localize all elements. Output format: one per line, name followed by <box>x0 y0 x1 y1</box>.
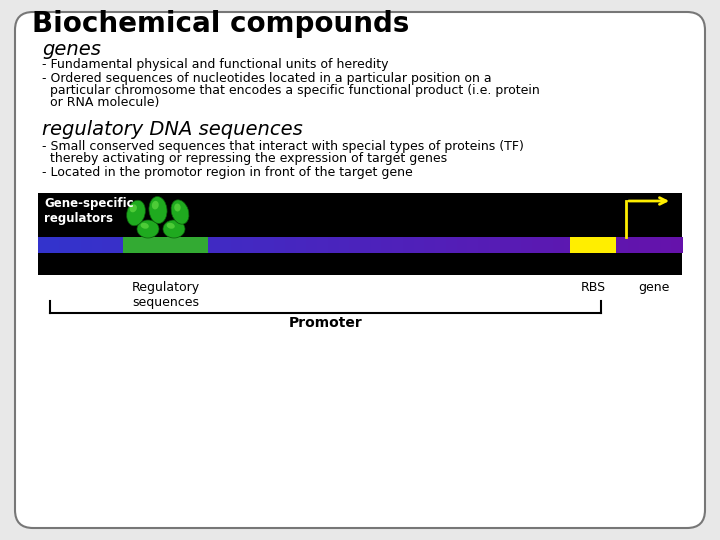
Ellipse shape <box>166 223 175 229</box>
Bar <box>596 237 608 253</box>
Bar <box>392 237 404 253</box>
Bar <box>338 237 350 253</box>
Ellipse shape <box>174 204 181 212</box>
Bar <box>145 237 157 253</box>
Bar <box>274 237 286 253</box>
Bar <box>231 237 243 253</box>
Bar <box>639 237 651 253</box>
Bar <box>467 237 479 253</box>
Bar <box>575 237 586 253</box>
Text: gene: gene <box>639 281 670 294</box>
Text: particular chromosome that encodes a specific functional product (i.e. protein: particular chromosome that encodes a spe… <box>42 84 540 97</box>
Bar <box>618 237 629 253</box>
Bar <box>607 237 618 253</box>
Ellipse shape <box>149 197 167 224</box>
Text: Gene-specific
regulators: Gene-specific regulators <box>44 197 134 225</box>
Bar <box>328 237 340 253</box>
Bar <box>199 237 211 253</box>
Bar <box>156 237 168 253</box>
Bar <box>478 237 490 253</box>
Bar <box>521 237 533 253</box>
Bar <box>113 237 125 253</box>
Ellipse shape <box>140 223 149 229</box>
Bar <box>306 237 318 253</box>
Bar <box>210 237 222 253</box>
Bar <box>60 237 71 253</box>
Bar <box>349 237 361 253</box>
Text: RBS: RBS <box>580 281 606 294</box>
Bar <box>124 237 135 253</box>
Bar <box>81 237 93 253</box>
Bar <box>671 237 683 253</box>
Text: thereby activating or repressing the expression of target genes: thereby activating or repressing the exp… <box>42 152 447 165</box>
Bar <box>178 237 189 253</box>
Bar <box>91 237 104 253</box>
Ellipse shape <box>137 220 159 238</box>
Bar <box>49 237 60 253</box>
Bar <box>424 237 436 253</box>
Bar <box>71 237 82 253</box>
Text: Biochemical compounds: Biochemical compounds <box>32 10 410 38</box>
Ellipse shape <box>171 200 189 224</box>
Bar <box>649 237 662 253</box>
Text: - Small conserved sequences that interact with special types of proteins (TF): - Small conserved sequences that interac… <box>42 140 524 153</box>
Text: - Ordered sequences of nucleotides located in a particular position on a: - Ordered sequences of nucleotides locat… <box>42 72 492 85</box>
Bar <box>317 237 329 253</box>
Bar <box>629 237 640 253</box>
Bar <box>220 237 232 253</box>
Bar <box>264 237 275 253</box>
Bar <box>500 237 511 253</box>
Bar <box>564 237 576 253</box>
Bar <box>570 237 616 253</box>
Bar <box>296 237 307 253</box>
Bar <box>38 237 50 253</box>
Bar <box>123 237 208 253</box>
Text: Regulatory
sequences: Regulatory sequences <box>132 281 199 309</box>
Bar <box>38 193 682 275</box>
Text: genes: genes <box>42 40 101 59</box>
Bar <box>660 237 672 253</box>
Bar <box>371 237 382 253</box>
Text: - Fundamental physical and functional units of heredity: - Fundamental physical and functional un… <box>42 58 389 71</box>
Bar <box>456 237 468 253</box>
Bar <box>585 237 597 253</box>
Bar <box>489 237 500 253</box>
Ellipse shape <box>130 204 137 212</box>
Bar <box>510 237 522 253</box>
Text: - Located in the promotor region in front of the target gene: - Located in the promotor region in fron… <box>42 166 413 179</box>
Bar <box>435 237 447 253</box>
Text: Promoter: Promoter <box>289 316 362 330</box>
Bar <box>553 237 565 253</box>
Text: or RNA molecule): or RNA molecule) <box>42 96 159 109</box>
Bar <box>382 237 393 253</box>
FancyBboxPatch shape <box>15 12 705 528</box>
Bar <box>135 237 146 253</box>
Bar <box>242 237 253 253</box>
Bar <box>414 237 426 253</box>
Bar <box>403 237 415 253</box>
Ellipse shape <box>163 220 185 238</box>
Bar <box>446 237 458 253</box>
Text: regulatory DNA sequences: regulatory DNA sequences <box>42 120 302 139</box>
Bar <box>532 237 544 253</box>
Bar <box>285 237 297 253</box>
Bar <box>253 237 264 253</box>
Bar <box>188 237 200 253</box>
Bar <box>167 237 179 253</box>
Bar <box>542 237 554 253</box>
Bar <box>360 237 372 253</box>
Bar <box>102 237 114 253</box>
Ellipse shape <box>127 200 145 226</box>
Ellipse shape <box>152 201 158 210</box>
